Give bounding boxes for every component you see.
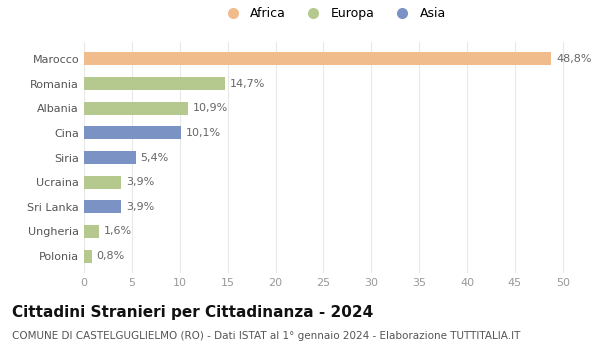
Text: 10,9%: 10,9% xyxy=(193,103,229,113)
Text: 14,7%: 14,7% xyxy=(230,78,265,89)
Text: 0,8%: 0,8% xyxy=(97,251,125,261)
Bar xyxy=(84,77,225,90)
Bar xyxy=(84,250,92,262)
Text: 48,8%: 48,8% xyxy=(556,54,592,64)
Legend: Africa, Europa, Asia: Africa, Europa, Asia xyxy=(215,2,451,25)
Text: COMUNE DI CASTELGUGLIELMO (RO) - Dati ISTAT al 1° gennaio 2024 - Elaborazione TU: COMUNE DI CASTELGUGLIELMO (RO) - Dati IS… xyxy=(12,331,520,341)
Bar xyxy=(84,126,181,139)
Text: 3,9%: 3,9% xyxy=(126,177,154,187)
Text: 1,6%: 1,6% xyxy=(104,226,132,237)
Bar xyxy=(84,225,100,238)
Bar xyxy=(84,201,121,213)
Bar xyxy=(84,102,188,114)
Text: 5,4%: 5,4% xyxy=(140,153,169,162)
Bar xyxy=(84,52,551,65)
Text: 10,1%: 10,1% xyxy=(185,128,221,138)
Bar xyxy=(84,151,136,164)
Bar xyxy=(84,176,121,189)
Text: 3,9%: 3,9% xyxy=(126,202,154,212)
Text: Cittadini Stranieri per Cittadinanza - 2024: Cittadini Stranieri per Cittadinanza - 2… xyxy=(12,304,373,320)
